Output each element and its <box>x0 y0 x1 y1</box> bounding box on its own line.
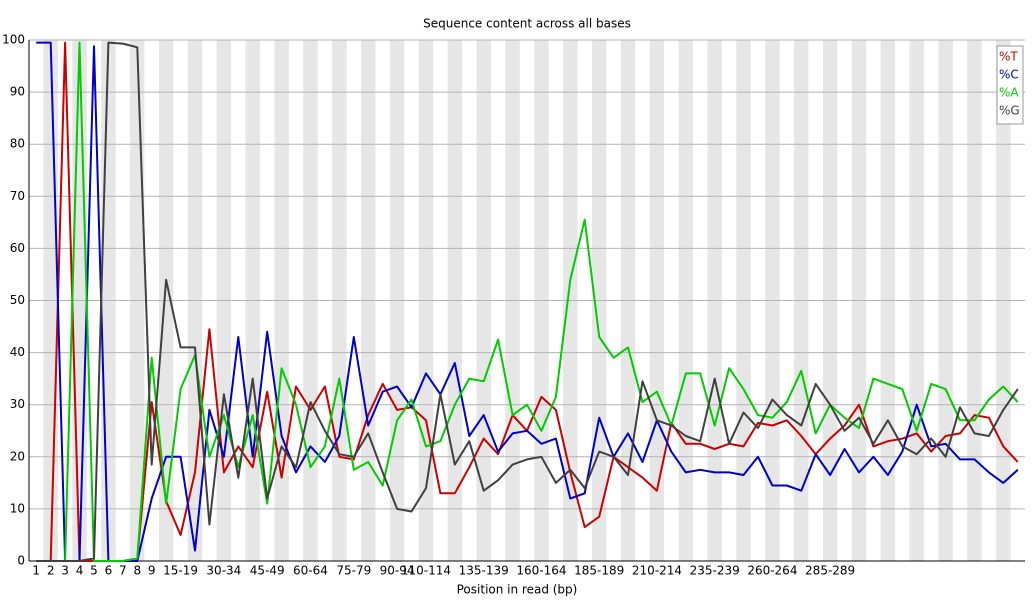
chart-title: Sequence content across all bases <box>423 17 631 31</box>
x-tick-label: 45-49 <box>250 564 285 578</box>
y-tick-label: 100 <box>2 33 25 47</box>
x-tick-label: 30-34 <box>206 564 241 578</box>
legend-entry: %T <box>999 50 1018 64</box>
legend-entry: %A <box>999 86 1019 100</box>
y-tick-label: 30 <box>10 397 25 411</box>
y-tick-label: 0 <box>17 554 25 568</box>
x-tick-label: 2 <box>47 564 55 578</box>
x-tick-label: 9 <box>148 564 156 578</box>
y-tick-label: 10 <box>10 501 25 515</box>
legend: %T %C %A %G <box>996 45 1024 125</box>
x-tick-label: 15-19 <box>163 564 198 578</box>
x-tick-label: 135-139 <box>459 564 509 578</box>
x-axis-label: Position in read (bp) <box>457 583 578 597</box>
series-line <box>36 41 1019 562</box>
x-tick-label: 90-94 <box>380 564 415 578</box>
x-tick-label: 7 <box>119 564 127 578</box>
x-tick-label: 110-114 <box>401 564 451 578</box>
y-tick-label: 90 <box>10 85 25 99</box>
y-tick-label: 20 <box>10 449 25 463</box>
legend-entry: %G <box>999 104 1020 118</box>
y-tick-label: 80 <box>10 137 25 151</box>
x-tick-label: 160-164 <box>516 564 566 578</box>
y-tick-label: 60 <box>10 241 25 255</box>
x-tick-label: 285-289 <box>805 564 855 578</box>
legend-box <box>996 45 1024 125</box>
x-tick-label: 5 <box>90 564 98 578</box>
x-tick-label: 235-239 <box>690 564 740 578</box>
y-tick-label: 40 <box>10 345 25 359</box>
series-line <box>36 41 1019 562</box>
x-tick-label: 185-189 <box>574 564 624 578</box>
x-tick-label: 1 <box>32 564 40 578</box>
x-tick-label: 60-64 <box>293 564 328 578</box>
x-tick-label: 210-214 <box>632 564 682 578</box>
y-tick-label: 50 <box>10 293 25 307</box>
x-tick-label: 260-264 <box>747 564 797 578</box>
x-tick-label: 6 <box>105 564 113 578</box>
y-tick-label: 70 <box>10 189 25 203</box>
x-tick-label: 75-79 <box>336 564 371 578</box>
legend-entry: %C <box>999 68 1019 82</box>
series-line <box>36 41 1019 562</box>
x-tick-label: 4 <box>76 564 84 578</box>
x-tick-label: 3 <box>61 564 69 578</box>
series-line <box>36 41 1019 562</box>
x-tick-label: 8 <box>133 564 141 578</box>
